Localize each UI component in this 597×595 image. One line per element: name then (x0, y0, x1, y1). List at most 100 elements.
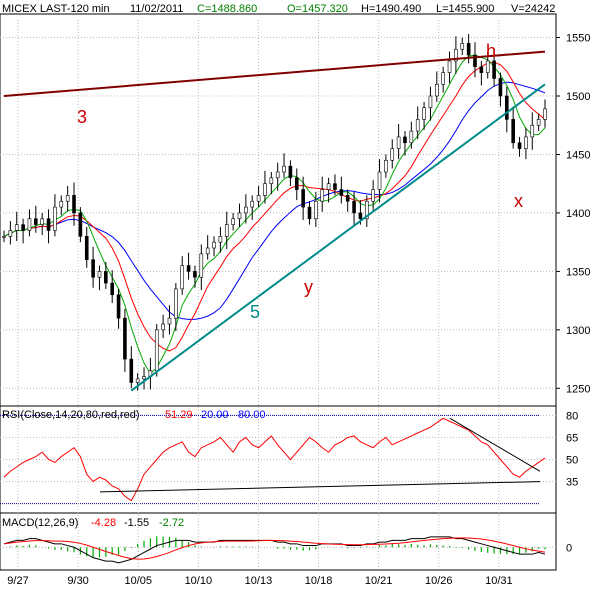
macd-signal-line (3, 537, 546, 560)
candle-body (275, 171, 280, 179)
candle-body (314, 200, 318, 220)
candle-body (91, 259, 95, 278)
price-tick-label: 1350 (566, 266, 590, 278)
candle-body (326, 183, 331, 190)
candle-body (384, 160, 388, 173)
candle-body (21, 224, 25, 231)
candle-body (466, 43, 471, 56)
candle-body (301, 189, 305, 208)
candle-body (224, 224, 229, 237)
annotation-h: h (486, 41, 496, 61)
candle-body (434, 84, 439, 97)
header-open: O=1457.320 (287, 3, 348, 15)
annotation-y: y (304, 277, 313, 297)
rsi-panel (0, 405, 557, 514)
price-tick-label: 1500 (566, 91, 590, 103)
candle-body (65, 195, 70, 202)
candles (2, 34, 547, 391)
macd-panel (0, 512, 557, 571)
moving-average-green (3, 54, 546, 375)
candle-body (46, 218, 51, 231)
rsi-tick-label: 35 (566, 477, 578, 489)
price-tick-label: 1400 (566, 208, 590, 220)
rsi-tick-label: 50 (566, 455, 578, 467)
candle-body (441, 72, 445, 85)
candle-body (34, 218, 38, 225)
candle-body (479, 66, 484, 73)
candle-body (84, 236, 89, 260)
trendline-5 (130, 83, 546, 392)
rsi-support-line (99, 481, 541, 493)
candle-body (27, 218, 32, 231)
x-tick-label: 10/31 (485, 575, 513, 587)
macd-tick-label: 0 (566, 542, 572, 554)
candle-body (231, 218, 235, 225)
candle-body (505, 95, 509, 120)
candle-body (116, 294, 121, 319)
grid (0, 20, 556, 568)
candle-body (269, 177, 274, 184)
candle-body (154, 329, 159, 372)
annotation-x: x (514, 191, 523, 211)
candle-body (161, 323, 165, 331)
candle-body (174, 288, 178, 319)
x-tick-label: 9/27 (7, 575, 28, 587)
candle-body (199, 253, 204, 278)
candle-body (294, 177, 299, 190)
candle-body (371, 189, 375, 202)
price-tick-label: 1450 (566, 149, 590, 161)
candle-body (218, 236, 223, 243)
moving-average-red (3, 61, 546, 352)
rsi-label: RSI(Close,14,20,80,red,red) (2, 409, 140, 421)
candle-body (135, 378, 140, 383)
indicator-lines (3, 54, 546, 375)
annotation-3: 3 (77, 107, 87, 127)
candle-body (409, 130, 414, 144)
candle-body (72, 195, 76, 214)
candle-body (263, 183, 267, 196)
candle-body (543, 108, 547, 120)
candle-body (333, 183, 337, 190)
price-tick-label: 1250 (566, 383, 590, 395)
header-symbol: MICEX LAST-120 min (2, 3, 110, 15)
macd-lines (3, 536, 546, 564)
x-tick-label: 10/13 (245, 575, 273, 587)
candle-body (517, 142, 522, 149)
candle-body (180, 265, 185, 290)
candle-body (352, 200, 356, 214)
candle-body (320, 189, 325, 202)
candle-body (53, 206, 57, 231)
candle-body (473, 54, 477, 68)
macd-label: MACD(12,26,9) (2, 517, 78, 529)
price-tick-label: 1300 (566, 325, 590, 337)
x-tick-label: 10/21 (365, 575, 393, 587)
candle-body (364, 200, 369, 220)
header-volume: V=24242 (511, 3, 555, 15)
candle-body (59, 200, 64, 208)
candle-body (396, 136, 401, 149)
candle-body (403, 136, 407, 144)
candle-body (97, 271, 102, 278)
candle-body (428, 95, 433, 108)
x-tick-label: 10/26 (425, 575, 453, 587)
trendlines (3, 50, 546, 392)
candle-body (485, 60, 490, 73)
candle-body (454, 48, 458, 62)
header-low: L=1455.900 (436, 3, 494, 15)
rsi-low: 20.00 (201, 409, 229, 421)
candle-body (237, 212, 242, 220)
candle-body (345, 195, 350, 202)
candle-body (205, 247, 210, 255)
candle-body (212, 241, 216, 249)
candle-body (256, 195, 261, 202)
candle-body (167, 317, 172, 325)
candle-body (339, 189, 344, 196)
candle-body (14, 224, 19, 231)
candle-body (2, 236, 6, 238)
macd-v1: -4.28 (91, 517, 116, 529)
rsi-resistance-line (449, 417, 541, 472)
rsi-line (3, 417, 546, 502)
candle-body (40, 218, 44, 225)
candle-body (415, 119, 420, 132)
rsi-tick-label: 80 (566, 410, 578, 422)
